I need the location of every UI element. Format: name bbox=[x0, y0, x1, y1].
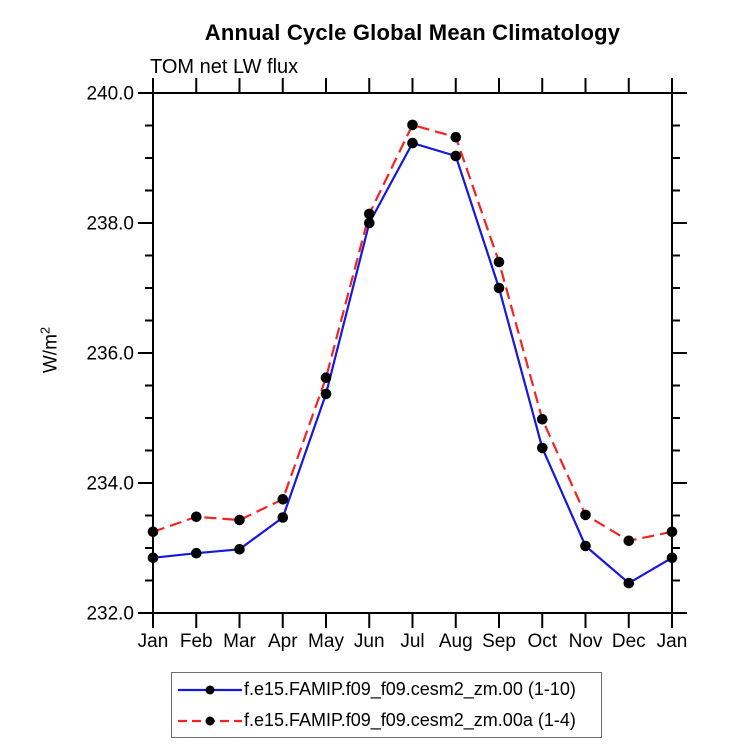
data-point bbox=[623, 535, 635, 547]
x-tick-label: May bbox=[308, 631, 344, 652]
data-point bbox=[234, 514, 245, 526]
data-point bbox=[320, 388, 332, 400]
series-line-0 bbox=[152, 142, 673, 585]
data-point bbox=[407, 119, 418, 131]
x-tick-label: Jun bbox=[354, 631, 385, 652]
x-tick-label: Nov bbox=[569, 631, 603, 652]
data-point bbox=[277, 512, 289, 523]
y-tick-label: 240.0 bbox=[86, 84, 134, 105]
x-tick-label: Jul bbox=[400, 631, 424, 652]
legend-label-series-1: f.e15.FAMIP.f09_f09.cesm2_zm.00a (1-4) bbox=[244, 710, 576, 730]
x-tick-label: Feb bbox=[180, 631, 213, 652]
data-point bbox=[450, 150, 462, 162]
series-markers-1 bbox=[147, 119, 678, 547]
y-tick-label: 232.0 bbox=[86, 604, 134, 625]
x-tick-label: Jan bbox=[657, 631, 688, 652]
data-point bbox=[537, 442, 548, 454]
x-tick-label: Aug bbox=[439, 631, 473, 652]
data-point bbox=[493, 256, 505, 268]
x-tick-label: Mar bbox=[223, 631, 256, 652]
y-tick-label: 238.0 bbox=[86, 214, 134, 235]
data-point bbox=[407, 137, 418, 149]
legend: f.e15.FAMIP.f09_f09.cesm2_zm.00 (1-10) f… bbox=[171, 672, 602, 738]
x-tick-label: Sep bbox=[482, 631, 516, 652]
data-point bbox=[537, 414, 548, 425]
x-tick-label: Jan bbox=[138, 631, 169, 652]
data-point bbox=[580, 509, 591, 521]
legend-marker-dot bbox=[205, 716, 215, 725]
y-tick-label: 234.0 bbox=[86, 474, 134, 495]
data-point bbox=[191, 511, 202, 523]
data-point bbox=[191, 547, 202, 559]
data-point bbox=[580, 540, 591, 552]
y-tick-label: 236.0 bbox=[86, 344, 134, 365]
plot-frame bbox=[152, 92, 673, 614]
data-point bbox=[364, 208, 375, 220]
series-line-1 bbox=[152, 123, 673, 542]
data-point bbox=[277, 494, 289, 505]
data-point bbox=[364, 217, 375, 229]
legend-line-sample-solid-blue bbox=[178, 685, 242, 694]
chart-title: Annual Cycle Global Mean Climatology bbox=[204, 20, 621, 45]
legend-item-series-1: f.e15.FAMIP.f09_f09.cesm2_zm.00a (1-4) bbox=[172, 708, 601, 734]
chart-subtitle: TOM net LW flux bbox=[150, 56, 299, 78]
series-markers-0 bbox=[147, 137, 678, 589]
x-tick-label: Apr bbox=[268, 631, 298, 652]
axis-ticks bbox=[138, 78, 687, 628]
x-tick-label: Oct bbox=[527, 631, 557, 652]
legend-line-sample-dashed-red bbox=[178, 716, 242, 725]
legend-label-series-0: f.e15.FAMIP.f09_f09.cesm2_zm.00 (1-10) bbox=[244, 679, 576, 699]
data-point bbox=[493, 282, 505, 294]
legend-marker-dot bbox=[205, 685, 215, 694]
data-point bbox=[320, 372, 332, 384]
data-point bbox=[234, 544, 245, 555]
x-tick-label: Dec bbox=[612, 631, 646, 652]
data-point bbox=[623, 577, 635, 589]
data-point bbox=[450, 131, 462, 143]
legend-item-series-0: f.e15.FAMIP.f09_f09.cesm2_zm.00 (1-10) bbox=[172, 677, 601, 703]
